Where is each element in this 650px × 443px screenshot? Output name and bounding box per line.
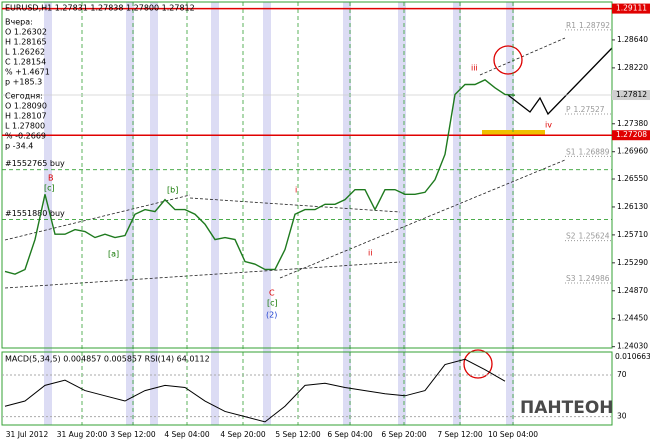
level-box (612, 130, 650, 141)
y-tick-label: 1.27380 (617, 119, 648, 128)
pivot-name: S2 (566, 232, 576, 241)
wave-label: iv (545, 121, 552, 130)
zone (482, 130, 545, 135)
wave-label: B (48, 174, 54, 183)
pivot-value: 1.28792 (579, 21, 610, 30)
pivot-name: R1 (566, 21, 576, 30)
info-line: % -0.2669 (5, 132, 46, 141)
info-line: p -34.4 (5, 142, 33, 151)
wave-label: (2) (266, 311, 277, 320)
info-line: Вчера: (5, 18, 33, 27)
y-tick-label: 1.26550 (617, 174, 648, 183)
pivot-value: 1.27527 (574, 105, 605, 114)
x-tick-label: 31 Aug 20:00 (57, 430, 108, 439)
trend-lines (4, 37, 566, 289)
y-tick-label: 1.24450 (617, 314, 648, 323)
pivot-name: P (566, 105, 571, 114)
x-tick-label: 6 Sep 20:00 (381, 430, 427, 439)
rsi-line (4, 358, 506, 423)
indicator-title: MACD(5,34,5) 0.004857 0.005857 RSI(14) 6… (5, 355, 210, 364)
x-tick-label: 31 Jul 2012 (6, 430, 49, 439)
info-line: Сегодня: (5, 92, 43, 101)
logo: ПАНТЕОН (520, 398, 614, 418)
x-tick-label: 4 Sep 20:00 (220, 430, 266, 439)
level-box (612, 3, 650, 14)
level-label: 1.29111 (616, 4, 647, 13)
x-tick-label: 4 Sep 04:00 (164, 430, 210, 439)
indicator-top: 0.010663 (615, 352, 650, 361)
pivot-value: 1.25624 (579, 232, 610, 241)
wave-label: C (269, 289, 275, 298)
pivot-name: S1 (566, 147, 576, 156)
highlight (463, 349, 493, 379)
y-tick-label: 70 (617, 370, 627, 379)
y-tick-label: 1.28220 (617, 63, 648, 72)
main-frame (1, 1, 613, 349)
pivot-value: 1.24986 (579, 274, 610, 283)
level-box (612, 90, 650, 101)
wave-label: ii (368, 249, 372, 258)
info-line: C 1.28154 (5, 58, 46, 67)
wave-label: i (295, 186, 297, 195)
order-label: #1552765 buy (5, 159, 65, 168)
forecast-path (507, 47, 613, 116)
chart-title: EURUSD,H1 1.27831 1.27838 1.27800 1.2781… (5, 4, 195, 13)
wave-label: [a] (108, 250, 119, 259)
wave-label: [c] (267, 299, 278, 308)
y-tick-label: 1.26960 (617, 147, 648, 156)
level-label: 1.27208 (616, 130, 647, 139)
wave-label: [c] (44, 184, 55, 193)
order-label: #1551880 buy (5, 209, 65, 218)
info-line: H 1.28107 (5, 112, 47, 121)
info-line: O 1.26302 (5, 28, 47, 37)
x-tick-label: 3 Sep 12:00 (110, 430, 156, 439)
level-label: 1.27812 (616, 90, 647, 99)
y-tick-label: 30 (617, 412, 627, 421)
info-line: % +1.4671 (5, 68, 50, 77)
pivot-value: 1.26889 (579, 147, 610, 156)
price-line (4, 79, 516, 275)
wave-label: [b] (167, 186, 178, 195)
y-tick-label: 1.24030 (617, 342, 648, 351)
y-tick-label: 1.25710 (617, 230, 648, 239)
indicator-frame (1, 351, 613, 426)
info-line: p +185.3 (5, 78, 42, 87)
x-tick-label: 7 Sep 12:00 (437, 430, 483, 439)
pivot-name: S3 (566, 274, 576, 283)
y-tick-label: 1.26130 (617, 202, 648, 211)
info-line: O 1.28090 (5, 102, 47, 111)
y-tick-label: 1.25290 (617, 258, 648, 267)
info-line: L 1.26262 (5, 48, 45, 57)
session-bands (44, 2, 514, 425)
info-line: L 1.27800 (5, 122, 45, 131)
x-tick-label: 6 Sep 04:00 (327, 430, 373, 439)
highlight (493, 45, 523, 75)
info-line: H 1.28165 (5, 38, 47, 47)
y-tick-label: 1.24870 (617, 286, 648, 295)
y-tick-label: 1.28640 (617, 35, 648, 44)
x-tick-label: 10 Sep 04:00 (488, 430, 538, 439)
wave-label: iii (471, 64, 478, 73)
x-tick-label: 5 Sep 12:00 (275, 430, 321, 439)
